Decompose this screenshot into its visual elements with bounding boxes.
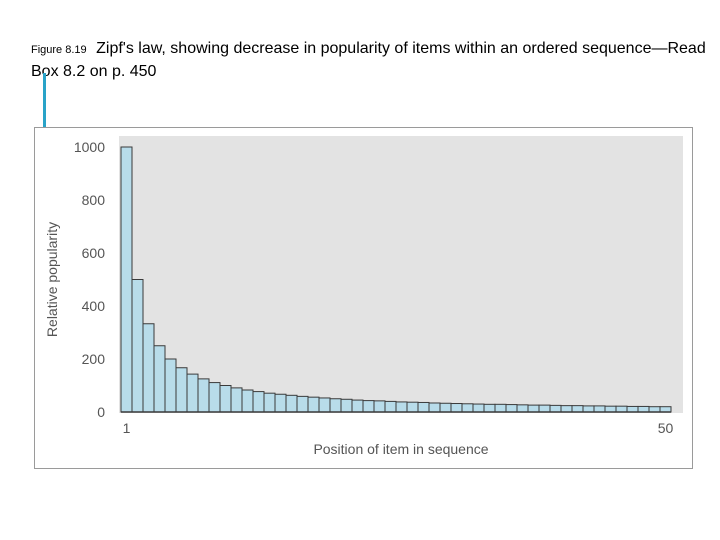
y-tick-label: 1000	[74, 139, 105, 155]
y-tick-label: 800	[82, 192, 106, 208]
caption-text: Zipf's law, showing decrease in populari…	[31, 40, 706, 80]
bar-18	[307, 396, 320, 413]
x-axis-label: Position of item in sequence	[313, 441, 488, 457]
bar-26	[395, 401, 408, 413]
bar-36	[505, 404, 518, 413]
bar-20	[329, 398, 342, 413]
bar-32	[461, 403, 474, 413]
bar-45	[604, 405, 617, 413]
bar-48	[637, 405, 650, 413]
bar-8	[197, 378, 210, 413]
bar-19	[318, 397, 331, 413]
bar-11	[230, 387, 243, 413]
bar-47	[626, 405, 639, 413]
bar-15	[274, 393, 287, 413]
bar-29	[428, 402, 441, 413]
bar-41	[560, 405, 573, 413]
y-tick-label: 400	[82, 298, 106, 314]
bar-31	[450, 403, 463, 413]
bar-28	[417, 401, 430, 413]
bar-27	[406, 401, 419, 413]
bar-3	[142, 323, 155, 413]
bar-21	[340, 398, 353, 413]
bar-30	[439, 402, 452, 413]
bar-44	[593, 405, 606, 413]
bar-10	[219, 385, 232, 413]
bar-33	[472, 403, 485, 413]
bar-35	[494, 403, 507, 413]
bar-46	[615, 405, 628, 413]
bar-17	[296, 395, 309, 413]
figure-number: Figure 8.19	[31, 44, 87, 56]
y-tick-label: 600	[82, 245, 106, 261]
y-tick-label: 200	[82, 351, 106, 367]
bar-2	[131, 279, 144, 413]
bar-9	[208, 382, 221, 413]
bar-13	[252, 391, 265, 413]
bar-37	[516, 404, 529, 413]
bar-7	[186, 373, 199, 413]
bar-42	[571, 405, 584, 413]
bar-40	[549, 404, 562, 413]
bar-24	[373, 400, 386, 413]
bar-43	[582, 405, 595, 413]
bar-6	[175, 367, 188, 413]
figure-caption: Figure 8.19 Zipf's law, showing decrease…	[31, 38, 711, 82]
x-tick-label: 1	[123, 420, 131, 436]
bar-12	[241, 389, 254, 413]
bar-22	[351, 399, 364, 413]
bar-23	[362, 400, 375, 413]
x-tick-label: 50	[658, 420, 674, 436]
plot-area	[119, 136, 683, 413]
chart-frame: 0 200 400 600 800 1000 1 50 Position of item i…	[34, 127, 693, 469]
bar-16	[285, 394, 298, 413]
y-tick-label: 0	[97, 404, 105, 420]
bar-50	[659, 406, 672, 413]
bar-38	[527, 404, 540, 413]
bar-5	[164, 358, 177, 413]
accent-bar	[43, 73, 46, 133]
bar-39	[538, 404, 551, 413]
bar-chart: 0 200 400 600 800 1000 1 50 Position of item i…	[44, 139, 674, 457]
bar-4	[153, 345, 166, 413]
bar-34	[483, 403, 496, 413]
y-axis-label: Relative popularity	[44, 222, 60, 337]
bar-49	[648, 406, 661, 413]
bar-14	[263, 392, 276, 413]
bar-1	[120, 146, 133, 413]
bar-25	[384, 400, 397, 413]
